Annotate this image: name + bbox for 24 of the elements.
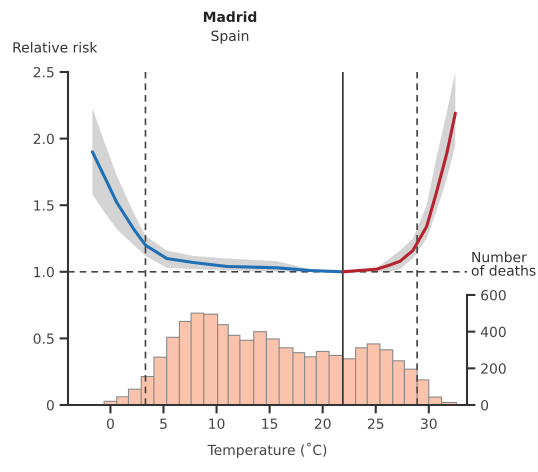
y-axis-title: Relative risk: [14, 42, 98, 53]
x-tick-label: 0: [106, 418, 114, 429]
line-series: [90, 150, 344, 274]
y-tick-label: 2.0: [34, 134, 54, 144]
line-series: [341, 112, 457, 274]
y2-tick-label: 200: [481, 363, 506, 374]
x-tick-label: 25: [368, 418, 384, 429]
y-tick-label: 0: [46, 400, 54, 410]
x-tick-label: 10: [209, 418, 224, 429]
y2-tick-label: 600: [481, 290, 506, 300]
chart-title: Madrid: [204, 11, 256, 22]
x-axis-title: Temperature (˚C): [208, 442, 326, 458]
y-tick-label: 0.5: [34, 333, 54, 344]
x-tick-label: 15: [262, 418, 278, 429]
x-tick-label: 5: [160, 418, 167, 429]
y-tick-label: 1.5: [34, 200, 54, 211]
y-tick-label: 1.0: [34, 266, 54, 278]
y2-tick-label: 400: [480, 326, 506, 338]
y-tick-label: 2.5: [34, 66, 54, 78]
x-tick-label: 20: [314, 418, 331, 429]
y2-axis-title: Number of deaths: [472, 252, 536, 276]
chart-subtitle: Spain: [212, 30, 248, 44]
x-tick-label: 30: [421, 418, 437, 429]
y2-tick-label: 0: [481, 400, 488, 410]
